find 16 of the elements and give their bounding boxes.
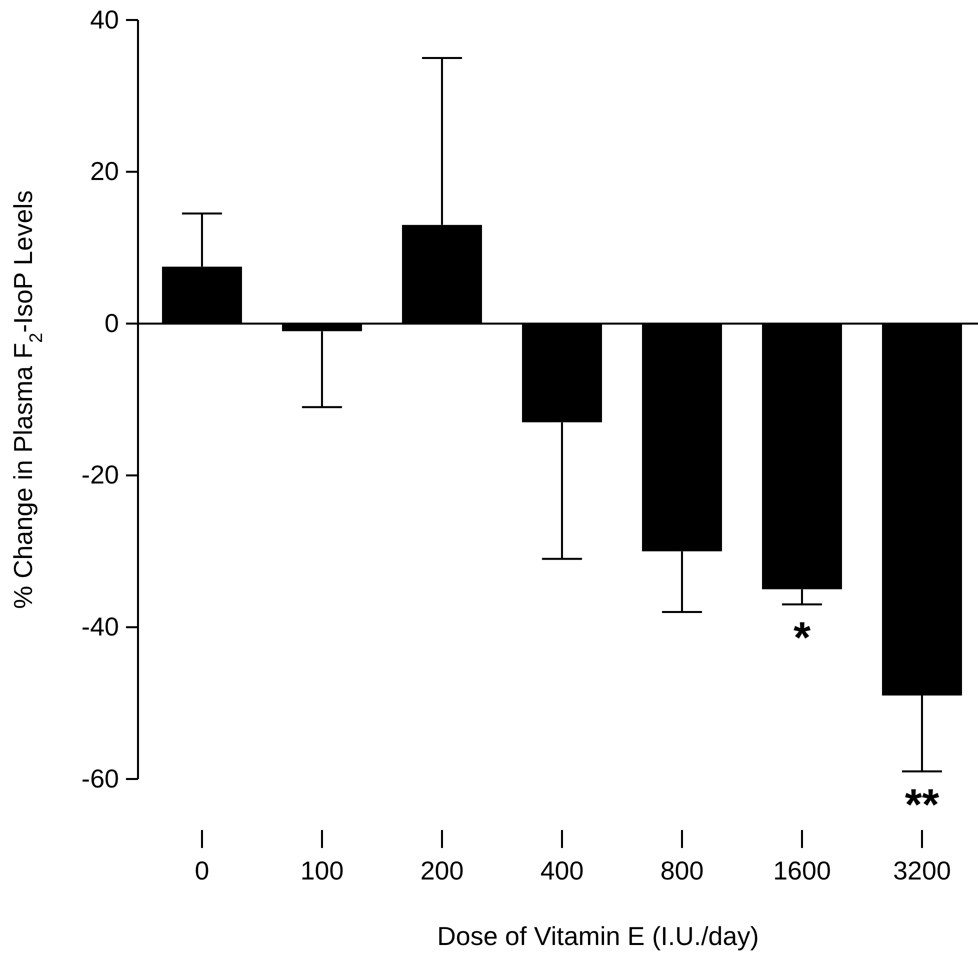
x-tick-label: 0 [194, 856, 210, 886]
y-tick-label: 20 [90, 156, 119, 186]
x-tick-label: 100 [300, 856, 344, 886]
x-tick-label: 800 [660, 856, 704, 886]
y-tick-label: 0 [104, 308, 119, 338]
annotation: * [793, 613, 812, 662]
x-tick-label: 400 [540, 856, 584, 886]
y-tick-label: -40 [81, 612, 119, 642]
x-tick-label: 200 [420, 856, 464, 886]
y-tick-label: -60 [81, 763, 119, 794]
x-tick-label: 1600 [773, 856, 831, 886]
y-tick-label: 40 [90, 4, 119, 34]
x-axis-title: Dose of Vitamin E (I.U./day) [437, 921, 759, 951]
y-tick-label: -20 [81, 460, 119, 490]
annotation: ** [904, 780, 940, 830]
x-tick-label: 3200 [893, 856, 951, 886]
